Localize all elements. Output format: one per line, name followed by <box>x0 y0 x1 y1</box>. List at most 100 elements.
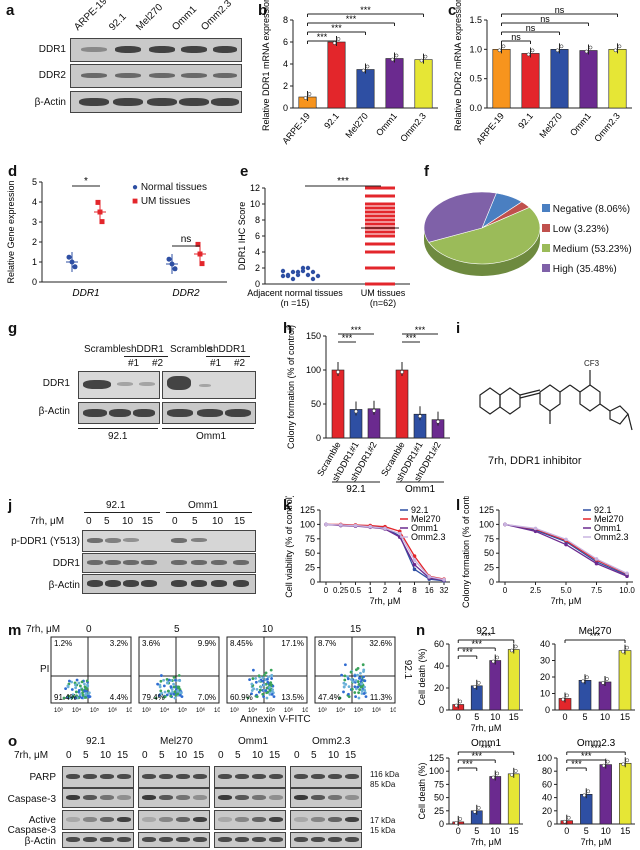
x-tick-label: 16 <box>425 586 434 595</box>
y-tick-label: 125 <box>479 505 494 515</box>
event-dot <box>83 682 86 686</box>
data-point <box>491 659 496 664</box>
data-point <box>555 48 560 53</box>
sig-label: *** <box>462 647 473 657</box>
event-dot <box>259 685 263 689</box>
sig-label: *** <box>581 751 592 761</box>
event-dot <box>363 688 367 692</box>
data-point <box>613 48 618 53</box>
dose-label: 7rh, μM <box>14 750 49 761</box>
panel-label-e: e <box>240 163 249 180</box>
band <box>100 795 114 800</box>
dose: 15 <box>345 750 357 761</box>
data-point <box>585 675 589 680</box>
event-dot <box>176 689 179 693</box>
data-point <box>390 57 395 62</box>
blot-strip <box>62 766 134 788</box>
blot-strip <box>138 810 210 830</box>
group-label: Omm1 <box>196 431 226 442</box>
band <box>328 774 342 779</box>
event-dot <box>268 683 272 687</box>
event-dot <box>270 677 273 680</box>
event-dot <box>265 696 269 700</box>
x-axis-label: 7rh, μM <box>471 723 502 732</box>
dose: 10 <box>252 750 264 761</box>
event-dot <box>163 690 167 694</box>
event-dot <box>169 694 173 698</box>
event-dot <box>353 674 357 678</box>
x-tick-label: 10³ <box>142 708 151 714</box>
event-dot <box>268 686 271 689</box>
blot-strip <box>82 574 256 594</box>
panel-label-o: o <box>8 733 18 750</box>
panel-label-n: n <box>416 622 426 639</box>
data-point <box>365 250 395 254</box>
band <box>235 795 249 800</box>
event-dot <box>338 696 342 700</box>
band <box>83 795 97 800</box>
legend-um-tissues: ■ UM tissues <box>132 196 191 207</box>
event-dot <box>364 695 368 698</box>
x-tick-label: Omm1 <box>374 111 399 138</box>
legend-medium: Medium (53.23%) <box>542 244 632 255</box>
band <box>159 795 173 800</box>
y-tick-label: 0 <box>545 705 550 715</box>
quadrant-label: 8.45% <box>230 639 253 648</box>
band <box>176 795 190 800</box>
data-point <box>561 697 565 702</box>
y-tick-label: 25 <box>484 563 494 573</box>
band <box>311 774 325 779</box>
label-scramble: Scramble <box>84 344 127 355</box>
blot-strip <box>214 810 286 830</box>
panel-label-j: j <box>8 497 13 514</box>
y-tick-label: 0.5 <box>469 74 482 84</box>
blot-strip <box>70 38 242 62</box>
panel-label-l: l <box>456 497 461 514</box>
event-dot <box>162 678 166 682</box>
chart-k: 0 25 50 75 100 125 Cell viability (% of contro… <box>284 496 450 606</box>
band <box>176 774 190 779</box>
dose: 0 <box>294 750 300 761</box>
y-tick-label: 0 <box>439 705 444 715</box>
quadrant-label: 32.6% <box>369 639 392 648</box>
event-dot <box>159 674 163 677</box>
data-point <box>315 273 321 279</box>
band <box>117 837 131 842</box>
sig-label: *** <box>415 325 426 335</box>
blot-row-label: DDR2 <box>38 70 66 81</box>
x-tick-label: 10.0 <box>619 586 635 595</box>
y-tick-label: 125 <box>429 753 444 763</box>
data-point <box>361 68 366 73</box>
data-point <box>495 771 500 776</box>
data-point <box>303 96 308 100</box>
x-tick-label: 10⁷ <box>390 707 396 714</box>
panel-g-blot: Scramble shDDR1 Scramble shDDR1 #1 #2 #1… <box>0 318 275 493</box>
event-dot <box>269 681 273 684</box>
x-axis-label: 7rh, μM <box>471 837 502 847</box>
y-tick-label: 20 <box>542 806 552 816</box>
band <box>100 837 114 842</box>
compound-caption: 7rh, DDR1 inhibitor <box>488 455 582 467</box>
x-tick-label: Omm1 <box>568 111 593 138</box>
blot-strip <box>70 64 242 88</box>
event-dot <box>346 677 350 681</box>
sig-label: *** <box>571 759 582 769</box>
x-tick-label: 10 <box>601 826 611 836</box>
quadrant-label: 3.6% <box>142 639 160 648</box>
band <box>117 817 131 822</box>
data-point <box>419 58 424 63</box>
x-tick-label: 1 <box>368 586 373 595</box>
band <box>235 774 249 779</box>
x-tick-label: 5 <box>474 826 479 836</box>
band <box>328 817 342 822</box>
event-dot <box>178 693 182 697</box>
event-dot <box>255 695 259 699</box>
y-tick-label: 100 <box>300 519 315 529</box>
event-dot <box>360 685 364 689</box>
band <box>100 774 114 779</box>
event-dot <box>165 677 169 681</box>
event-dot <box>172 682 175 686</box>
x-axis-label: 7rh, μM <box>370 596 401 606</box>
x-tick-label: ARPE-19 <box>474 111 506 146</box>
legend-normal-tissues: ● Normal tissues <box>132 182 207 193</box>
